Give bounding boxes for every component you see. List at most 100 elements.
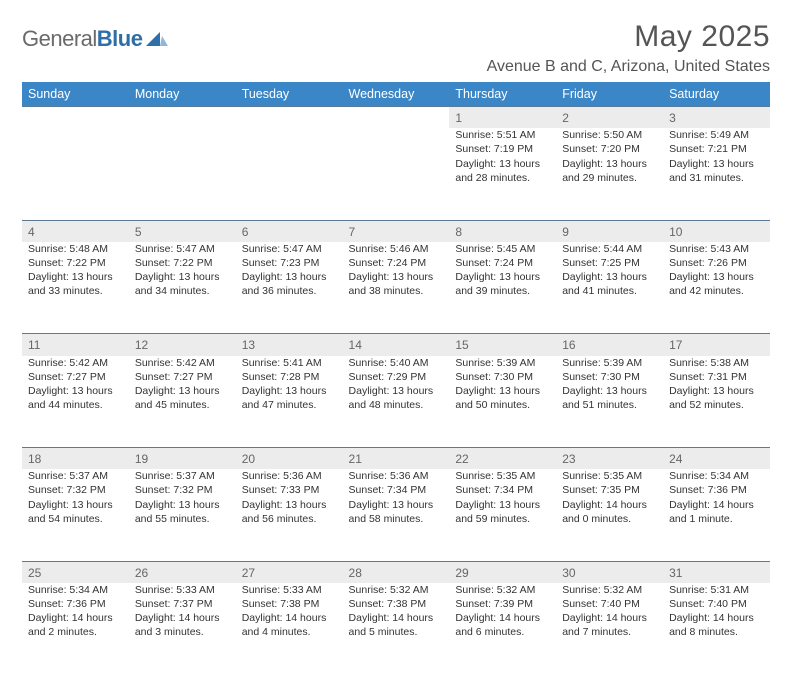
sunrise-text: Sunrise: 5:41 AM [242, 356, 337, 370]
day-number: 31 [663, 561, 770, 583]
sunset-text: Sunset: 7:21 PM [669, 142, 764, 156]
day-number: 4 [22, 220, 129, 242]
day-cell: Sunrise: 5:42 AMSunset: 7:27 PMDaylight:… [129, 356, 236, 448]
day-header: Tuesday [236, 82, 343, 107]
day-cell: Sunrise: 5:37 AMSunset: 7:32 PMDaylight:… [22, 469, 129, 561]
daynum-row: 25262728293031 [22, 561, 770, 583]
sunset-text: Sunset: 7:33 PM [242, 483, 337, 497]
day-number: 29 [449, 561, 556, 583]
sunrise-text: Sunrise: 5:32 AM [455, 583, 550, 597]
day1-text: Daylight: 14 hours [349, 611, 444, 625]
day1-text: Daylight: 13 hours [28, 270, 123, 284]
day-cell: Sunrise: 5:33 AMSunset: 7:37 PMDaylight:… [129, 583, 236, 675]
logo-text-1: General [22, 26, 97, 51]
sunset-text: Sunset: 7:22 PM [28, 256, 123, 270]
day-number: 22 [449, 448, 556, 470]
day-cell: Sunrise: 5:38 AMSunset: 7:31 PMDaylight:… [663, 356, 770, 448]
day2-text: and 55 minutes. [135, 512, 230, 526]
sunrise-text: Sunrise: 5:32 AM [349, 583, 444, 597]
day-cell: Sunrise: 5:47 AMSunset: 7:22 PMDaylight:… [129, 242, 236, 334]
week-row: Sunrise: 5:37 AMSunset: 7:32 PMDaylight:… [22, 469, 770, 561]
day1-text: Daylight: 13 hours [349, 498, 444, 512]
day-number: 20 [236, 448, 343, 470]
day-number: 27 [236, 561, 343, 583]
title-block: May 2025 Avenue B and C, Arizona, United… [487, 20, 770, 76]
day-number: 24 [663, 448, 770, 470]
day2-text: and 56 minutes. [242, 512, 337, 526]
day-number: 17 [663, 334, 770, 356]
sunset-text: Sunset: 7:23 PM [242, 256, 337, 270]
day2-text: and 28 minutes. [455, 171, 550, 185]
sunset-text: Sunset: 7:32 PM [28, 483, 123, 497]
day-number: 6 [236, 220, 343, 242]
sunset-text: Sunset: 7:32 PM [135, 483, 230, 497]
daynum-row: 18192021222324 [22, 448, 770, 470]
day-cell: Sunrise: 5:33 AMSunset: 7:38 PMDaylight:… [236, 583, 343, 675]
sunrise-text: Sunrise: 5:34 AM [28, 583, 123, 597]
day-number: 5 [129, 220, 236, 242]
day1-text: Daylight: 13 hours [135, 498, 230, 512]
day-cell: Sunrise: 5:41 AMSunset: 7:28 PMDaylight:… [236, 356, 343, 448]
day-number: 21 [343, 448, 450, 470]
day-header: Wednesday [343, 82, 450, 107]
day2-text: and 41 minutes. [562, 284, 657, 298]
day-number: 26 [129, 561, 236, 583]
day-cell: Sunrise: 5:32 AMSunset: 7:39 PMDaylight:… [449, 583, 556, 675]
day-number: 9 [556, 220, 663, 242]
sunrise-text: Sunrise: 5:36 AM [349, 469, 444, 483]
day1-text: Daylight: 13 hours [349, 384, 444, 398]
day-header: Saturday [663, 82, 770, 107]
day1-text: Daylight: 13 hours [455, 157, 550, 171]
day-cell: Sunrise: 5:34 AMSunset: 7:36 PMDaylight:… [663, 469, 770, 561]
day1-text: Daylight: 13 hours [242, 384, 337, 398]
day-cell: Sunrise: 5:43 AMSunset: 7:26 PMDaylight:… [663, 242, 770, 334]
sunrise-text: Sunrise: 5:36 AM [242, 469, 337, 483]
day2-text: and 2 minutes. [28, 625, 123, 639]
day1-text: Daylight: 13 hours [562, 157, 657, 171]
day-cell: Sunrise: 5:37 AMSunset: 7:32 PMDaylight:… [129, 469, 236, 561]
day-cell: Sunrise: 5:35 AMSunset: 7:35 PMDaylight:… [556, 469, 663, 561]
sunset-text: Sunset: 7:29 PM [349, 370, 444, 384]
sunrise-text: Sunrise: 5:32 AM [562, 583, 657, 597]
sunrise-text: Sunrise: 5:42 AM [28, 356, 123, 370]
day1-text: Daylight: 14 hours [562, 611, 657, 625]
day-cell [22, 128, 129, 220]
page-title: May 2025 [487, 20, 770, 54]
sunrise-text: Sunrise: 5:47 AM [135, 242, 230, 256]
day-number [129, 107, 236, 129]
day-cell [129, 128, 236, 220]
day1-text: Daylight: 13 hours [242, 270, 337, 284]
page-subtitle: Avenue B and C, Arizona, United States [487, 58, 770, 76]
sunset-text: Sunset: 7:20 PM [562, 142, 657, 156]
day2-text: and 5 minutes. [349, 625, 444, 639]
day2-text: and 54 minutes. [28, 512, 123, 526]
daynum-row: 11121314151617 [22, 334, 770, 356]
day-number: 15 [449, 334, 556, 356]
sunrise-text: Sunrise: 5:39 AM [455, 356, 550, 370]
sunset-text: Sunset: 7:40 PM [562, 597, 657, 611]
day2-text: and 31 minutes. [669, 171, 764, 185]
sunrise-text: Sunrise: 5:44 AM [562, 242, 657, 256]
sunset-text: Sunset: 7:38 PM [349, 597, 444, 611]
day2-text: and 44 minutes. [28, 398, 123, 412]
sunrise-text: Sunrise: 5:49 AM [669, 128, 764, 142]
day-number: 23 [556, 448, 663, 470]
sunset-text: Sunset: 7:24 PM [455, 256, 550, 270]
sunrise-text: Sunrise: 5:42 AM [135, 356, 230, 370]
day2-text: and 36 minutes. [242, 284, 337, 298]
sunset-text: Sunset: 7:19 PM [455, 142, 550, 156]
day1-text: Daylight: 13 hours [135, 270, 230, 284]
day1-text: Daylight: 13 hours [349, 270, 444, 284]
day1-text: Daylight: 14 hours [455, 611, 550, 625]
day-cell: Sunrise: 5:45 AMSunset: 7:24 PMDaylight:… [449, 242, 556, 334]
sunrise-text: Sunrise: 5:33 AM [135, 583, 230, 597]
day-cell: Sunrise: 5:35 AMSunset: 7:34 PMDaylight:… [449, 469, 556, 561]
sunset-text: Sunset: 7:34 PM [455, 483, 550, 497]
day-cell: Sunrise: 5:49 AMSunset: 7:21 PMDaylight:… [663, 128, 770, 220]
logo: GeneralBlue [22, 20, 168, 52]
day-number: 7 [343, 220, 450, 242]
day1-text: Daylight: 14 hours [669, 611, 764, 625]
day1-text: Daylight: 13 hours [242, 498, 337, 512]
day-number: 1 [449, 107, 556, 129]
week-row: Sunrise: 5:42 AMSunset: 7:27 PMDaylight:… [22, 356, 770, 448]
